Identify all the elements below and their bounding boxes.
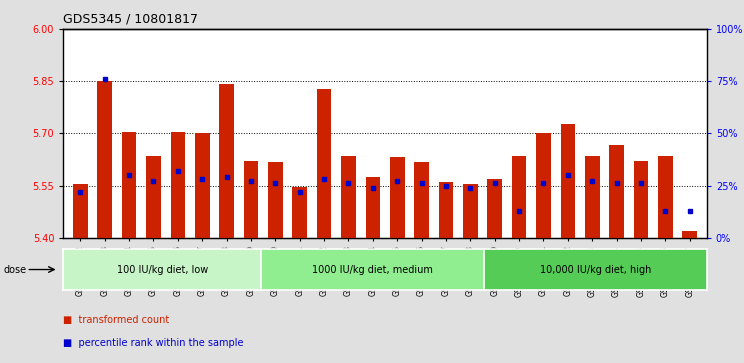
Bar [536,134,551,238]
Bar [122,132,136,238]
Text: 100 IU/kg diet, low: 100 IU/kg diet, low [117,265,208,274]
Bar [170,132,185,238]
Bar [463,184,478,238]
Bar [487,179,502,238]
Bar [243,161,258,238]
Bar [219,83,234,238]
Bar [634,161,648,238]
Bar [585,156,600,238]
Bar [390,157,405,238]
Bar [414,162,429,238]
Bar [365,177,380,238]
Bar [560,124,575,238]
Text: 10,000 IU/kg diet, high: 10,000 IU/kg diet, high [539,265,651,274]
Bar [609,144,624,238]
Text: dose: dose [4,265,27,274]
Bar [682,231,697,238]
Text: 1000 IU/kg diet, medium: 1000 IU/kg diet, medium [312,265,433,274]
Bar [97,81,112,238]
Bar [292,187,307,238]
Bar [341,156,356,238]
Bar [195,134,210,238]
Text: ■  percentile rank within the sample: ■ percentile rank within the sample [63,338,244,348]
Bar [268,162,283,238]
Bar [146,156,161,238]
Text: GDS5345 / 10801817: GDS5345 / 10801817 [63,13,198,26]
Bar [439,182,453,238]
Bar [512,156,527,238]
Bar [317,89,331,238]
Bar [73,184,88,238]
Bar [658,156,673,238]
Text: ■  transformed count: ■ transformed count [63,315,170,325]
